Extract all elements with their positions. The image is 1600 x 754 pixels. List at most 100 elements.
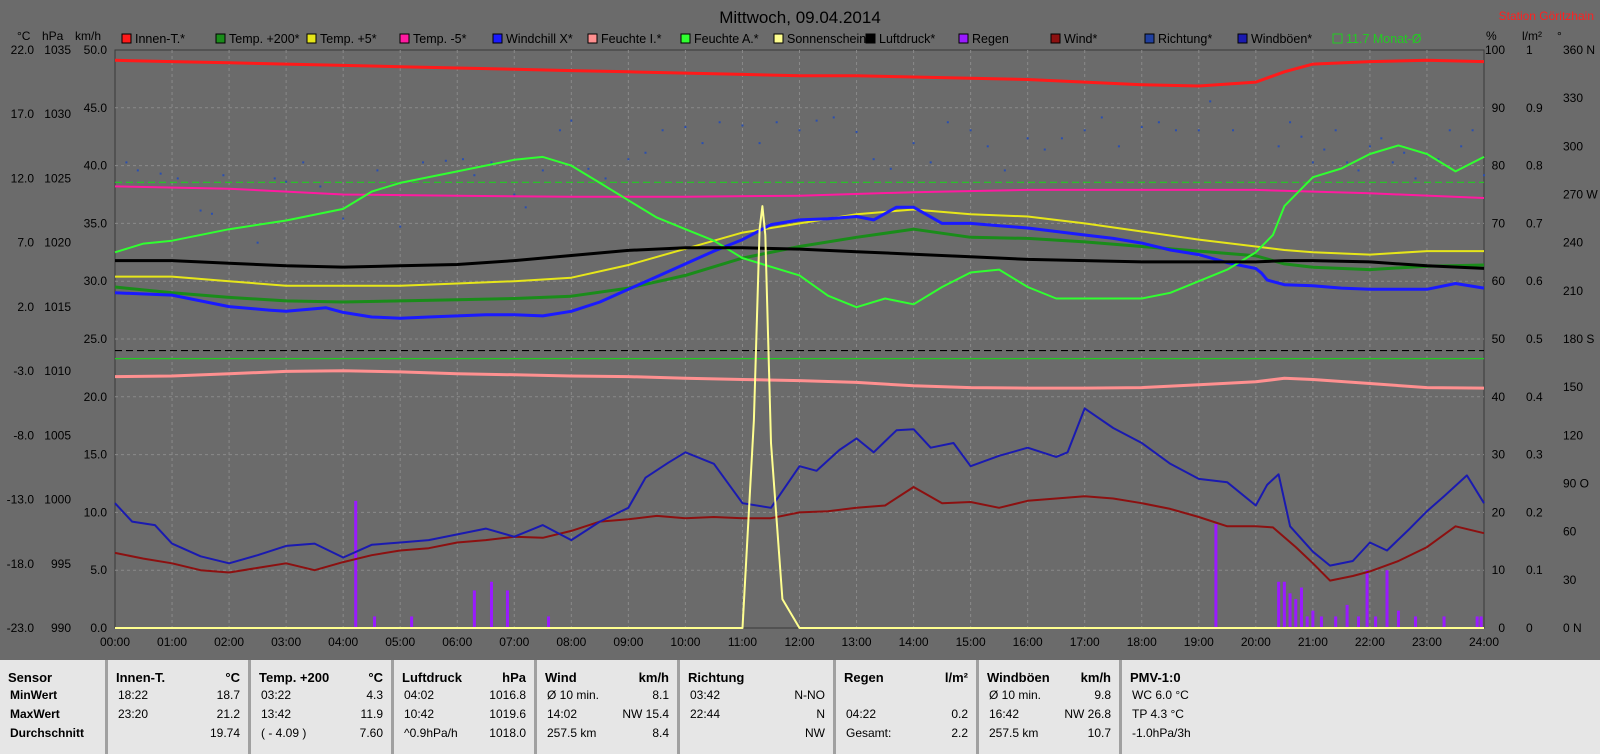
x-tick-label: 08:00 [556,635,586,649]
direction-point [684,126,687,129]
temp-tick-label: 22.0 [11,43,35,57]
series-line-temp-200 [114,227,1485,304]
temp-tick-label: 7.0 [17,236,34,250]
x-tick-label: 20:00 [1241,635,1271,649]
direction-point [222,174,225,177]
deg-tick-label: 300 [1563,139,1583,153]
legend-label: Feuchte I.* [601,32,662,46]
regen-max-value: 0.2 [951,707,968,721]
x-tick-label: 13:00 [842,635,872,649]
col-temp200: Temp. +200 °C 03:22 4.3 13:42 11.9 ( - 4… [251,660,394,754]
direction-point [1157,121,1160,124]
deg-tick-label: 240 [1563,236,1583,250]
direction-point [136,169,139,172]
lm2-tick-label: 0.4 [1526,390,1543,404]
wind-avg10-label: Ø 10 min. [547,688,600,702]
rain-bars [354,500,1483,628]
series-line-windchill-x [114,205,1485,320]
col-luftdruck-unit: hPa [502,670,526,685]
wind-avg10-value: 8.1 [652,688,669,702]
legend-label: 11.7 Monat-Ø [1346,32,1422,46]
x-tick-label: 10:00 [670,635,700,649]
rain-bar [1357,616,1361,628]
rain-bar [1365,570,1369,628]
lm2-tick-label: 0.5 [1526,332,1543,346]
series-line-feuchte-i [114,369,1485,390]
pct-tick-label: 100 [1485,43,1505,57]
x-tick-label: 04:00 [328,635,358,649]
direction-point [1448,129,1451,132]
x-tick-label: 02:00 [214,635,244,649]
direction-point [444,159,447,162]
kmh-tick-label: 40.0 [84,159,108,173]
luftdruck-max-time: 10:42 [404,707,435,721]
wind-max-time: 14:02 [547,707,578,721]
col-wind: Wind km/h Ø 10 min. 8.1 14:02 NW 15.4 25… [537,660,680,754]
kmh-tick-label: 10.0 [84,505,108,519]
col-wind-header: Wind [545,670,577,685]
direction-point [775,121,778,124]
boeen-max-value: NW 26.8 [1064,707,1111,721]
hpa-tick-label: 1005 [44,428,71,442]
richtung-avg-value: NW [805,726,825,740]
x-tick-label: 15:00 [956,635,986,649]
station-label: Station Göritzhain [1499,9,1594,23]
direction-point [1323,148,1326,151]
direction-point [319,185,322,188]
temp-tick-label: -8.0 [13,428,34,442]
direction-point [176,177,179,180]
legend-swatch [492,33,503,44]
axes: 00:00 01:00 02:00 03:00 04:00 05:00 06:00 07:00… [7,43,1599,649]
x-tick-label: 05:00 [385,635,415,649]
regen-max-time: 04:22 [846,707,877,721]
direction-point [513,193,516,196]
rain-bar [1475,616,1479,628]
col-pmv-header: PMV-1:0 [1130,670,1181,685]
series-line-temp-5 [114,185,1485,199]
pct-tick-label: 60 [1492,274,1506,288]
direction-point [969,129,972,132]
direction-point [159,172,162,175]
direction-point [1368,145,1371,148]
row-label-max: MaxWert [10,707,60,721]
direction-point [1471,129,1474,132]
col-pmv: PMV-1:0 WC 6.0 °C TP 4.3 °C -1.0hPa/3h [1122,660,1600,754]
direction-point [125,161,128,164]
series-line-innen-t [114,58,1485,88]
series-line-sonnenschein [115,205,1484,629]
direction-point [1357,169,1360,172]
direction-point [422,161,425,164]
hpa-tick-label: 1020 [44,236,71,250]
hpa-tick-label: 1000 [44,493,71,507]
direction-point [1197,129,1200,132]
rain-bar [472,590,476,628]
boeen-avg-value: 10.7 [1087,726,1111,740]
innen-max-time: 23:20 [118,707,149,721]
direction-point [889,167,892,170]
kmh-tick-label: 45.0 [84,101,108,115]
lm2-tick-label: 1 [1526,43,1533,57]
rain-bar [354,500,358,628]
direction-point [832,116,835,119]
col-luftdruck: Luftdruck hPa 04:02 1016.8 10:42 1019.6 … [394,660,537,754]
direction-point [376,169,379,172]
x-tick-label: 23:00 [1412,635,1442,649]
legend-swatch [773,33,784,44]
x-tick-label: 16:00 [1013,635,1043,649]
lm2-tick-label: 0 [1526,621,1533,635]
regen-total-label: Gesamt: [846,726,892,740]
deg-tick-label: 180 S [1563,332,1594,346]
kmh-tick-label: 30.0 [84,274,108,288]
direction-point [815,119,818,122]
hpa-tick-label: 990 [51,621,71,635]
legend-swatch [958,33,969,44]
direction-point [1403,151,1406,154]
legend-label: Windböen* [1251,32,1312,46]
rain-bar [547,616,551,628]
temp200-max-value: 11.9 [360,707,383,721]
kmh-tick-label: 0.0 [90,621,107,635]
series-line-windb-en [114,407,1485,567]
direction-point [1414,177,1417,180]
rain-bar [1374,616,1378,628]
kmh-tick-label: 5.0 [90,563,107,577]
